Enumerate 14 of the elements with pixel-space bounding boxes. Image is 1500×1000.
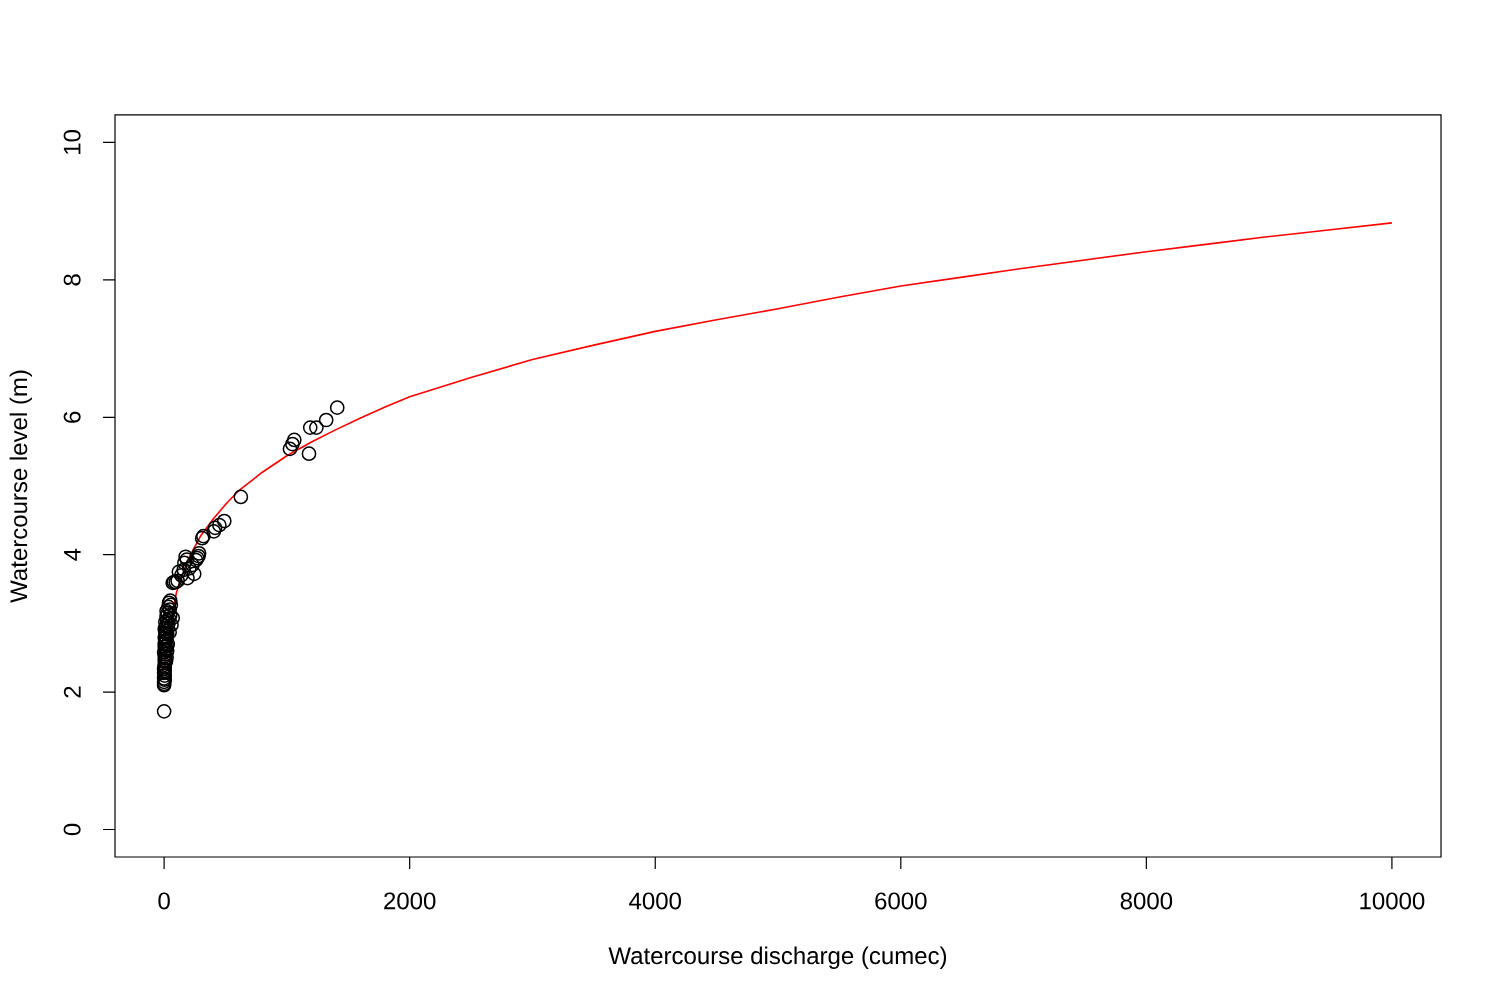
x-tick-label: 8000 [1120, 892, 1173, 910]
y-tick-label: 6 [63, 411, 81, 423]
y-tick-label: 10 [63, 130, 81, 154]
x-tick-label: 2000 [384, 892, 436, 910]
y-axis-title: Watercourse level (m) [9, 370, 32, 603]
x-tick-label: 4000 [629, 892, 681, 910]
x-tick-label: 6000 [875, 892, 927, 910]
x-tick-label: 10000 [1360, 892, 1425, 910]
x-tick-label: 0 [158, 892, 170, 910]
y-tick-label: 0 [63, 823, 81, 836]
x-axis-title: Watercourse discharge (cumec) [608, 946, 947, 969]
y-tick-label: 2 [63, 686, 81, 698]
y-tick-label: 4 [64, 548, 81, 561]
y-tick-label: 8 [63, 274, 81, 286]
